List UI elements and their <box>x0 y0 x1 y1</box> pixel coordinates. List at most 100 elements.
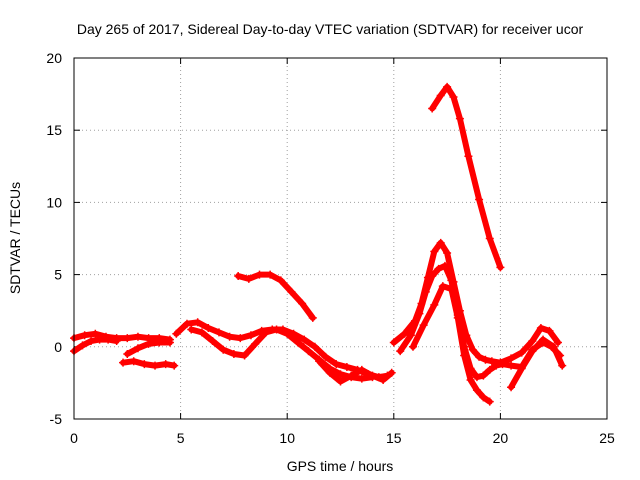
data-point <box>172 329 181 338</box>
data-point <box>428 104 437 113</box>
data-point <box>379 376 388 385</box>
data-point <box>408 342 417 351</box>
y-tick-label: 0 <box>54 339 62 355</box>
data-point <box>182 319 191 328</box>
data-point <box>283 329 292 338</box>
data-point <box>434 264 443 273</box>
data-point <box>536 324 545 333</box>
data-point <box>549 342 558 351</box>
data-point <box>112 337 121 346</box>
chart-title: Day 265 of 2017, Sidereal Day-to-day VTE… <box>77 21 584 37</box>
data-point <box>553 338 562 347</box>
y-tick-label: -5 <box>50 411 63 427</box>
axis-ticks: 0 5 10 15 20 25 -5 0 5 10 15 20 <box>46 50 615 446</box>
data-point <box>119 358 128 367</box>
data-point <box>468 345 477 354</box>
data-point <box>485 234 494 243</box>
data-point <box>443 248 452 257</box>
data-point <box>87 337 96 346</box>
y-tick-label: 20 <box>46 50 62 66</box>
data-point <box>415 309 424 318</box>
data-point <box>443 82 452 91</box>
data-point <box>140 360 149 369</box>
data-point <box>219 345 228 354</box>
data-point <box>204 324 213 333</box>
data-point <box>255 270 264 279</box>
data-point <box>430 300 439 309</box>
data-point <box>336 377 345 386</box>
data-point <box>225 332 234 341</box>
data-point <box>472 373 481 382</box>
plot-frame <box>73 57 608 420</box>
data-point <box>123 334 132 343</box>
data-point <box>91 329 100 338</box>
data-point <box>336 370 345 379</box>
data-point <box>155 338 164 347</box>
data-point <box>214 328 223 337</box>
data-point <box>507 354 516 363</box>
data-point <box>276 276 285 285</box>
data-point <box>293 338 302 347</box>
data-point <box>436 238 445 247</box>
data-point <box>321 352 330 361</box>
data-point <box>528 347 537 356</box>
data-point <box>308 313 317 322</box>
data-series <box>70 82 567 406</box>
data-point <box>517 364 526 373</box>
data-point <box>496 263 505 272</box>
series-arc-8 <box>315 357 396 386</box>
series-arc-12 <box>507 335 567 392</box>
x-tick-label: 0 <box>70 430 78 446</box>
data-point <box>251 339 260 348</box>
grid-lines <box>74 58 607 419</box>
data-point <box>481 355 490 364</box>
data-point <box>151 361 160 370</box>
data-point <box>261 328 270 337</box>
data-point <box>104 335 113 344</box>
data-point <box>208 337 217 346</box>
data-point <box>170 361 179 370</box>
y-tick-label: 5 <box>54 267 62 283</box>
data-point <box>304 347 313 356</box>
data-point <box>187 325 196 334</box>
data-point <box>347 371 356 380</box>
data-point <box>133 344 142 353</box>
series-arc-3 <box>119 357 179 370</box>
data-point <box>453 313 462 322</box>
x-tick-label: 20 <box>493 430 509 446</box>
data-point <box>229 350 238 359</box>
data-point <box>332 360 341 369</box>
series-arc-13 <box>428 82 505 272</box>
data-point <box>387 368 396 377</box>
data-point <box>460 351 469 360</box>
data-point <box>357 374 366 383</box>
data-point <box>389 338 398 347</box>
data-point <box>129 357 138 366</box>
data-point <box>487 357 496 366</box>
data-point <box>325 368 334 377</box>
series-line <box>188 326 376 382</box>
data-point <box>315 357 324 366</box>
data-point <box>123 350 132 359</box>
data-point <box>517 348 526 357</box>
data-point <box>240 351 249 360</box>
data-point <box>492 361 501 370</box>
data-point <box>475 352 484 361</box>
data-point <box>310 342 319 351</box>
series-arc-6 <box>187 325 377 383</box>
y-tick-label: 10 <box>46 194 62 210</box>
data-point <box>558 361 567 370</box>
data-point <box>447 276 456 285</box>
data-point <box>197 328 206 337</box>
data-point <box>368 371 377 380</box>
data-point <box>400 329 409 338</box>
x-tick-label: 25 <box>599 430 615 446</box>
series-arc-11 <box>408 282 494 406</box>
data-point <box>479 371 488 380</box>
data-point <box>298 299 307 308</box>
data-point <box>396 347 405 356</box>
x-tick-label: 10 <box>279 430 295 446</box>
y-tick-label: 15 <box>46 122 62 138</box>
data-point <box>472 386 481 395</box>
